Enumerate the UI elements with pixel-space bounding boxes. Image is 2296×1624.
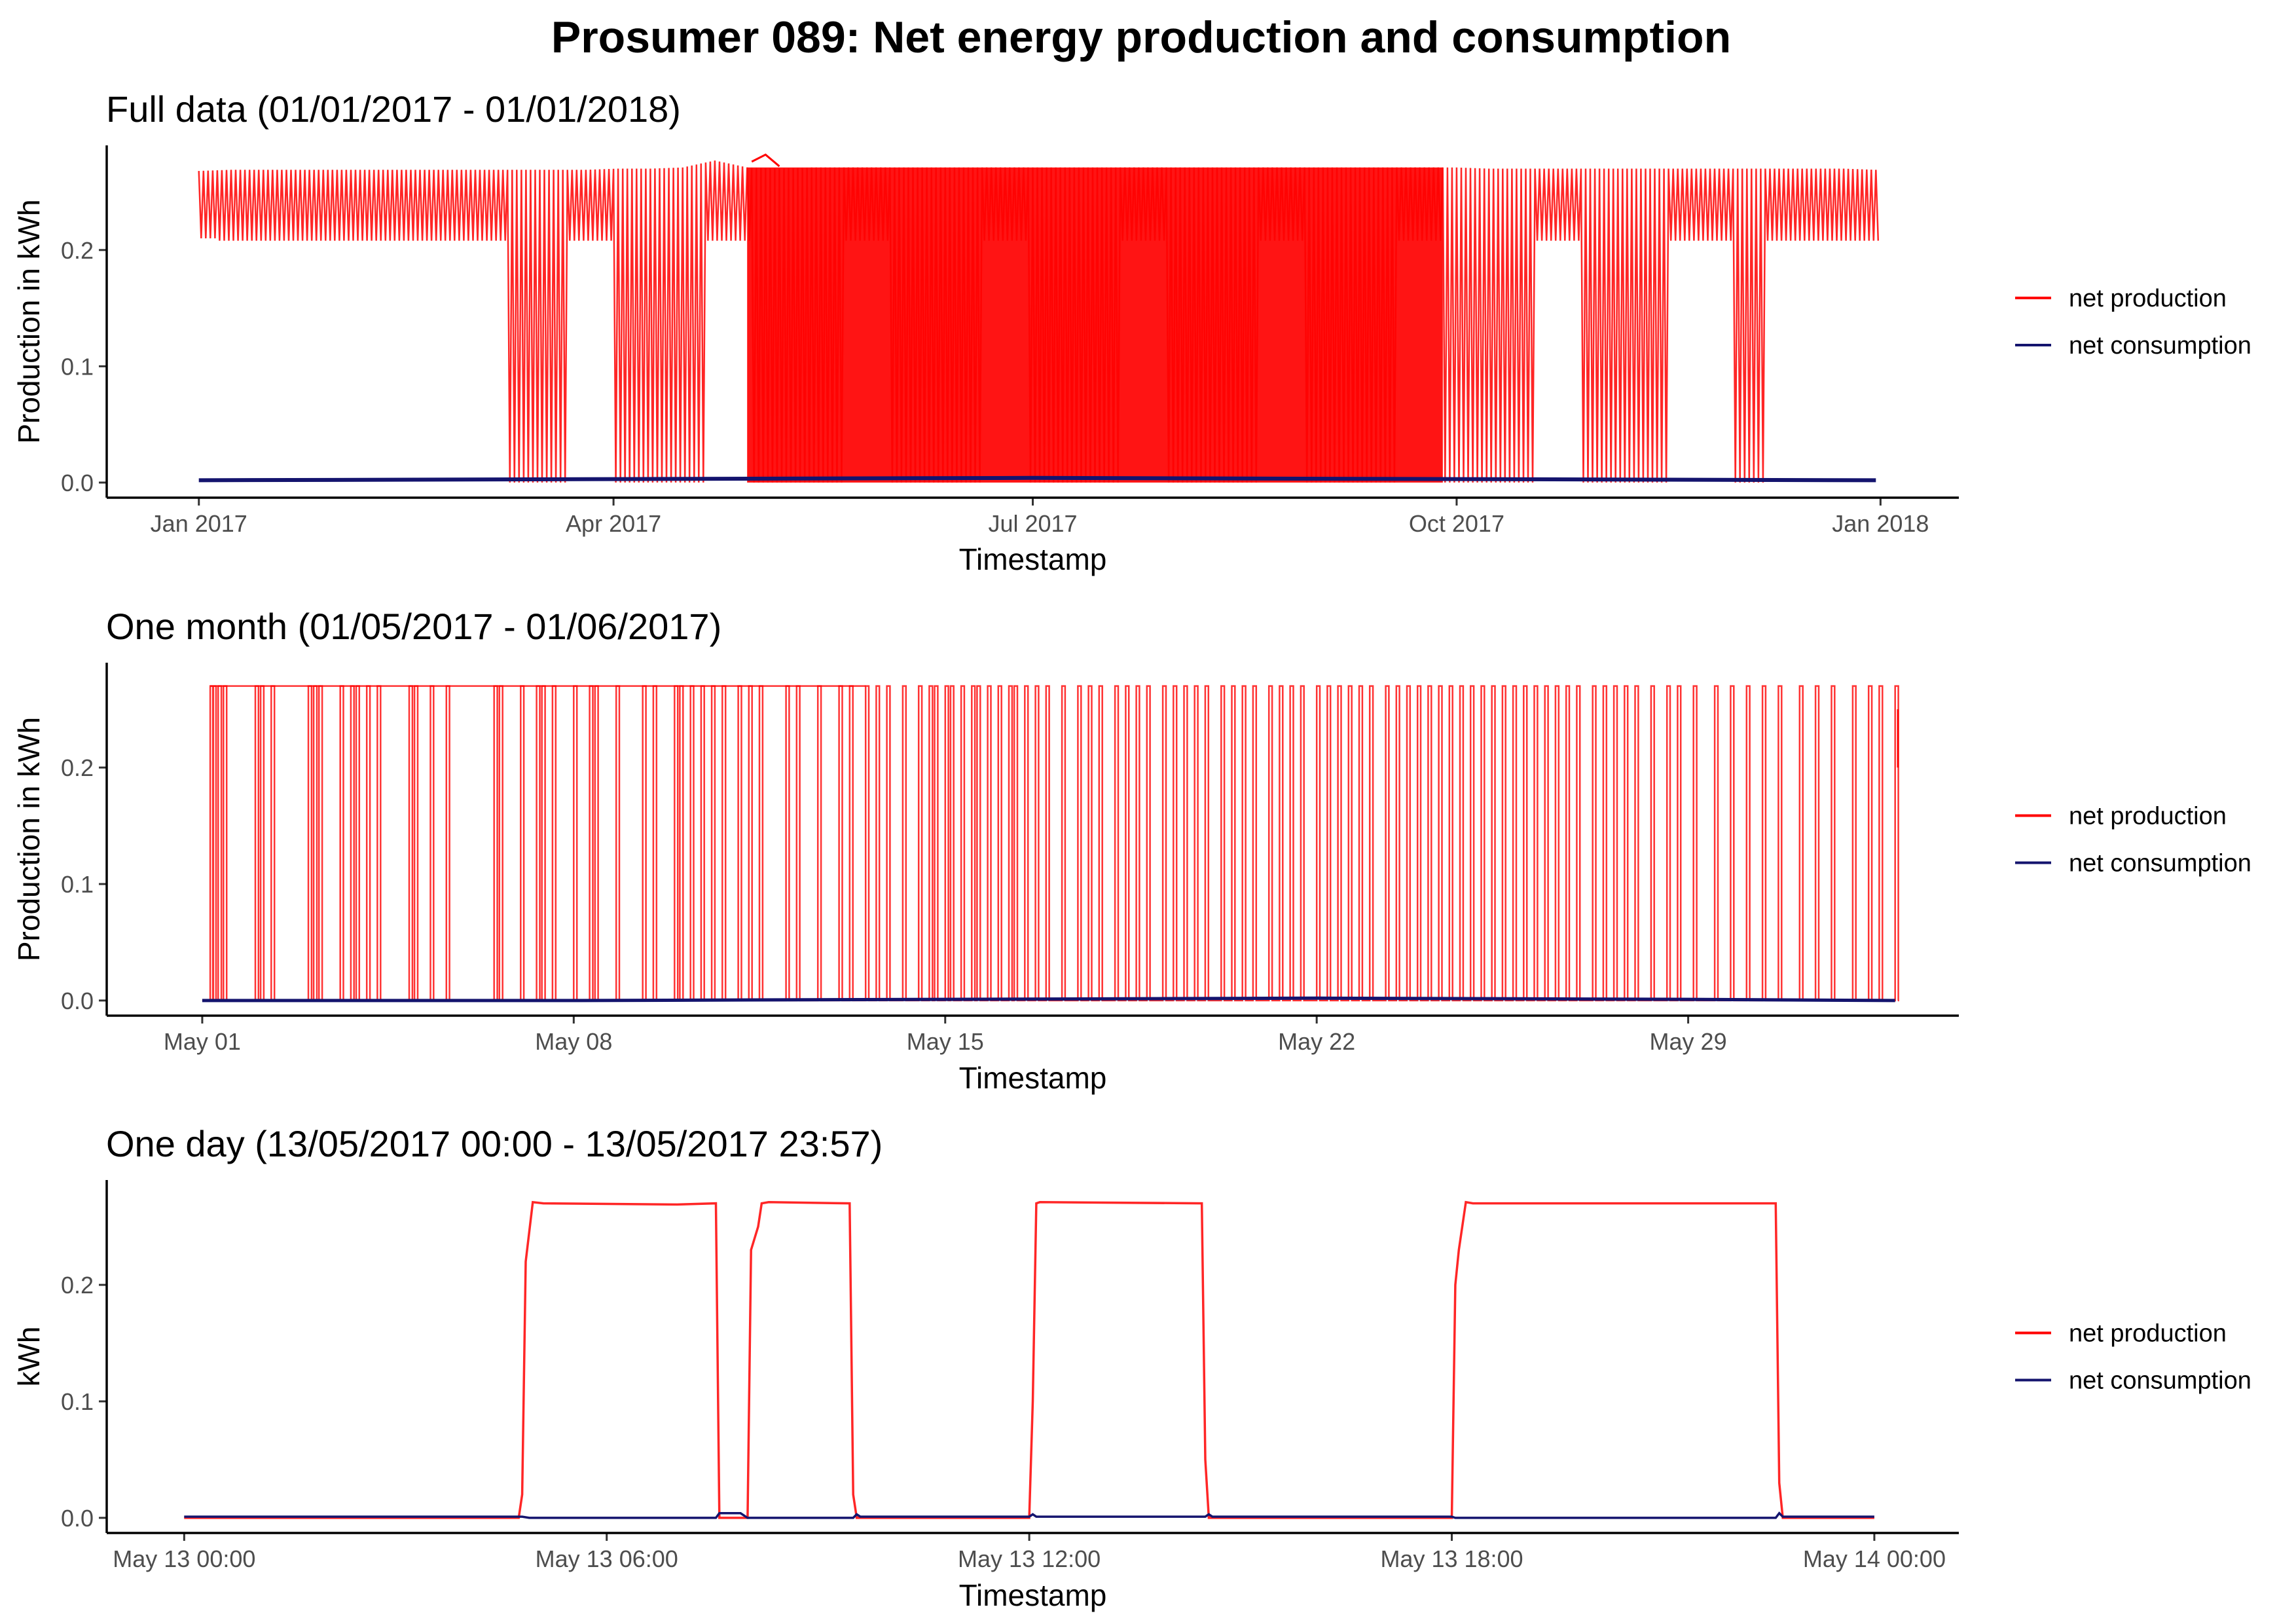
legend-label: net production [2069, 803, 2227, 830]
series-net-consumption [198, 475, 1876, 483]
y-tick-label: 0.1 [61, 871, 94, 898]
x-tick-label: May 22 [1278, 1028, 1355, 1055]
y-tick-label: 0.2 [61, 237, 94, 264]
figure-title: Prosumer 089: Net energy production and … [551, 12, 1731, 62]
x-tick-label: May 13 00:00 [113, 1545, 255, 1572]
legend: net production net consumption [2015, 285, 2251, 360]
x-tick-label: May 13 12:00 [958, 1545, 1101, 1572]
legend-label: net production [2069, 1320, 2227, 1348]
y-axis-label: Production in kWh [12, 717, 46, 961]
legend-label: net consumption [2069, 332, 2251, 360]
x-tick-label: May 01 [164, 1028, 241, 1055]
plot-area [202, 685, 1899, 1003]
x-tick-label: May 08 [535, 1028, 612, 1055]
x-tick-label: May 15 [907, 1028, 984, 1055]
legend: net production net consumption [2015, 803, 2251, 877]
legend-label: net consumption [2069, 1367, 2251, 1395]
panel-title: Full data (01/01/2017 - 01/01/2018) [106, 88, 681, 130]
y-tick-label: 0.1 [61, 353, 94, 380]
panel-one-day: One day (13/05/2017 00:00 - 13/05/2017 2… [12, 1123, 2251, 1612]
x-tick-label: May 29 [1650, 1028, 1727, 1055]
x-tick-label: Jan 2017 [151, 510, 247, 537]
x-tick-label: Oct 2017 [1409, 510, 1504, 537]
x-tick-label: Jan 2018 [1832, 510, 1929, 537]
x-tick-label: May 14 00:00 [1803, 1545, 1946, 1572]
x-axis-label: Timestamp [959, 542, 1107, 576]
y-axis-label: Production in kWh [12, 199, 46, 443]
series-net-production-spike [751, 153, 780, 168]
x-axis-label: Timestamp [959, 1061, 1107, 1095]
x-tick-label: May 13 06:00 [536, 1545, 678, 1572]
plot-area [198, 153, 1880, 483]
plot-area [184, 1200, 1874, 1519]
series-net-consumption [202, 996, 1895, 1003]
panel-title: One day (13/05/2017 00:00 - 13/05/2017 2… [106, 1123, 883, 1164]
y-tick-label: 0.1 [61, 1388, 94, 1415]
x-tick-label: Jul 2017 [988, 510, 1077, 537]
panel-title: One month (01/05/2017 - 01/06/2017) [106, 606, 721, 647]
series-net-consumption [184, 1511, 1874, 1519]
series-net-production-dense [747, 167, 1443, 483]
panel-one-month: One month (01/05/2017 - 01/06/2017) Produ… [12, 606, 2251, 1095]
y-axis-label: kWh [12, 1327, 46, 1387]
legend-label: net consumption [2069, 850, 2251, 877]
y-tick-label: 0.0 [61, 987, 94, 1014]
panel-full-data: Full data (01/01/2017 - 01/01/2018) Produ… [12, 88, 2251, 576]
x-tick-label: May 13 18:00 [1380, 1545, 1523, 1572]
y-tick-label: 0.2 [61, 754, 94, 781]
legend: net production net consumption [2015, 1320, 2251, 1395]
legend-label: net production [2069, 285, 2227, 312]
series-net-production [184, 1200, 1874, 1519]
x-tick-label: Apr 2017 [566, 510, 661, 537]
y-tick-label: 0.0 [61, 470, 94, 496]
series-net-production [202, 685, 1899, 1002]
y-tick-label: 0.0 [61, 1505, 94, 1532]
y-tick-label: 0.2 [61, 1272, 94, 1299]
x-axis-label: Timestamp [959, 1578, 1107, 1612]
